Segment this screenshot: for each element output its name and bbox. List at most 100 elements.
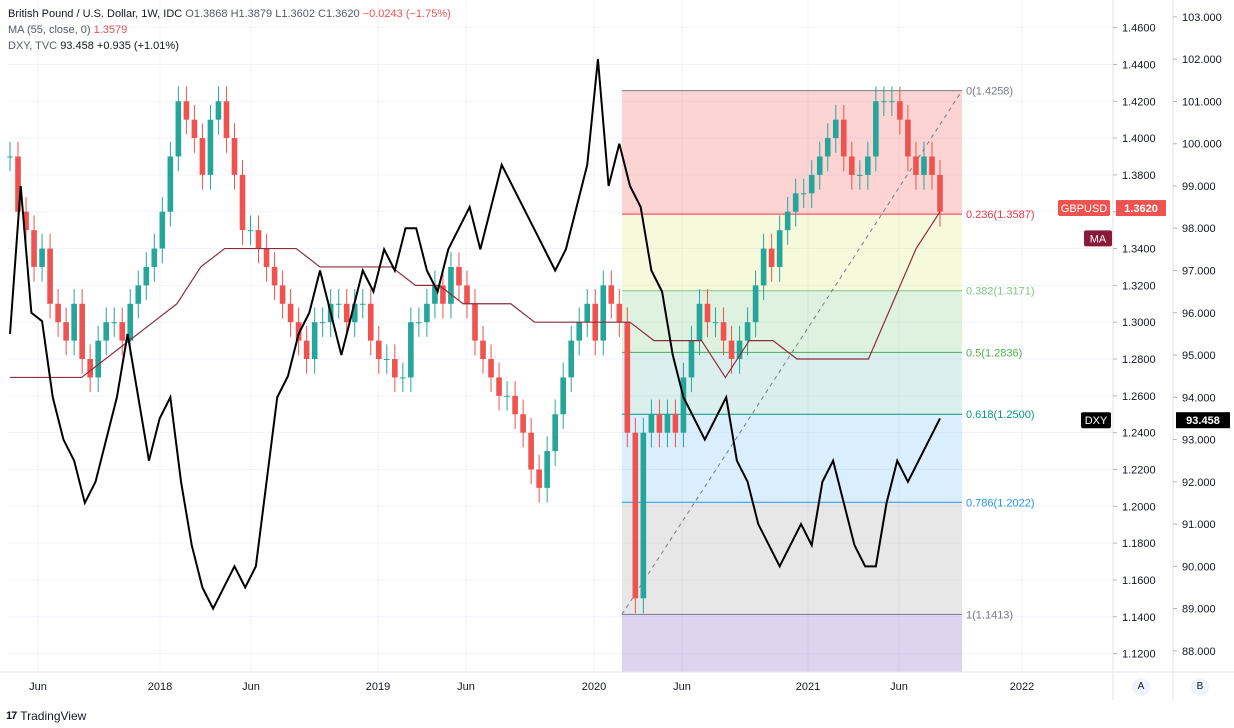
fib-level-label: 1(1.1413) <box>966 609 1013 621</box>
x-tick-label: Jun <box>890 681 908 693</box>
gbpusd-candle <box>640 432 647 599</box>
gbpusd-candle <box>832 119 839 139</box>
gbpusd-candle <box>616 303 623 323</box>
fib-level-label: 0.786(1.2022) <box>966 497 1035 509</box>
gbpusd-candle <box>528 432 534 470</box>
y-right-tick-label: 89.000 <box>1182 604 1216 616</box>
gbpusd-candle <box>632 432 639 599</box>
gbpusd-candle <box>392 359 398 378</box>
gbpusd-candle <box>215 101 222 120</box>
gbpusd-candle <box>456 266 462 286</box>
footer-brand[interactable]: 17 TradingView <box>6 709 86 723</box>
gbpusd-candle <box>303 340 310 360</box>
y-right-tick-label: 88.000 <box>1182 646 1216 658</box>
y-right-tick-label: 96.000 <box>1182 308 1216 320</box>
gbpusd-candle <box>937 174 943 212</box>
y-left-tick-label: 1.3800 <box>1122 170 1156 182</box>
gbpusd-candle <box>223 101 230 139</box>
gbpusd-candle <box>311 322 318 360</box>
gbpusd-candle <box>496 377 502 396</box>
gbpusd-candle <box>576 322 583 341</box>
gbpusd-candle <box>624 322 631 433</box>
gbpusd-candle <box>416 322 422 324</box>
ohlc-high: H1.3879 <box>230 8 273 20</box>
gbpusd-candle <box>271 266 278 286</box>
scale-auto-button[interactable]: A <box>1132 678 1150 696</box>
gbpusd-candle <box>881 101 887 103</box>
y-right-tick-label: 97.000 <box>1182 265 1216 277</box>
gbpusd-candle <box>792 193 799 212</box>
scale-log-button[interactable]: B <box>1191 678 1209 696</box>
y-right-tick-label: 98.000 <box>1182 223 1216 235</box>
ohlc-close: C1.3620 <box>318 8 360 20</box>
y-right-tick-label: 94.000 <box>1182 392 1216 404</box>
gbpusd-candle <box>600 285 607 341</box>
gbpusd-candle <box>31 230 37 267</box>
x-tick-label: Jun <box>242 681 260 693</box>
fib-zone <box>622 414 962 503</box>
gbpusd-candle <box>127 303 134 341</box>
gbpusd-candle <box>199 138 206 175</box>
y-right-tick-label: 101.000 <box>1182 96 1222 108</box>
gbpusd-candle <box>424 303 430 323</box>
gbpusd-candle <box>23 211 29 231</box>
y-left-tick-label: 1.4000 <box>1122 133 1156 145</box>
gbpusd-candle <box>760 248 767 286</box>
gbpusd-candle <box>736 340 743 360</box>
fib-trend-line <box>621 90 963 615</box>
gbpusd-candle <box>704 303 711 323</box>
gbpusd-candle <box>39 248 45 267</box>
y-left-tick-label: 1.1400 <box>1122 612 1156 624</box>
gbpusd-candle <box>55 303 61 323</box>
gbpusd-candle <box>191 119 198 139</box>
gbpusd-candle <box>279 285 286 304</box>
gbpusd-candle <box>897 101 903 120</box>
dxy-label[interactable]: DXY, TVC <box>8 40 58 52</box>
dxy-change: +0.935 (+1.01%) <box>96 40 179 52</box>
gbpusd-candle <box>808 174 815 194</box>
gbpusd-candle <box>295 322 302 341</box>
gbpusd-candle <box>664 414 671 433</box>
gbpusd-candle <box>159 211 166 249</box>
ma-label-badge <box>1084 230 1112 247</box>
y-left-tick-label: 1.2400 <box>1122 428 1156 440</box>
y-right-tick-label: 90.000 <box>1182 561 1216 573</box>
fib-level-label: 0.236(1.3587) <box>966 209 1035 221</box>
y-left-tick-label: 1.1200 <box>1122 649 1156 661</box>
gbpusd-candle <box>696 303 703 341</box>
y-right-tick-label: 93.000 <box>1182 435 1216 447</box>
y-right-tick-label: 102.000 <box>1182 54 1222 66</box>
gbpusd-candle <box>849 156 855 175</box>
fib-zone-extension <box>622 614 962 672</box>
gbpusd-candle <box>512 395 518 415</box>
gbpusd-candle <box>921 156 927 175</box>
dxy-price-text: 93.458 <box>1186 415 1220 427</box>
gbpusd-candle <box>263 248 270 267</box>
y-right-tick-label: 91.000 <box>1182 519 1216 531</box>
gbpusd-candle <box>432 285 438 304</box>
ma-label[interactable]: MA (55, close, 0) <box>8 24 91 36</box>
gbpusd-candle <box>400 377 406 379</box>
gbpusd-candle <box>135 285 142 304</box>
gbpusd-price-text: 1.3620 <box>1124 203 1158 215</box>
gbpusd-candle <box>319 322 326 324</box>
ohlc-low: L1.3602 <box>275 8 315 20</box>
gbpusd-candle <box>560 377 566 415</box>
gbpusd-candle <box>47 248 53 304</box>
gbpusd-candle <box>175 101 182 157</box>
x-tick-label: 2022 <box>1010 681 1034 693</box>
gbpusd-candle <box>728 340 735 360</box>
legend-ma-row: MA (55, close, 0) 1.3579 <box>8 22 451 38</box>
y-left-tick-label: 1.4200 <box>1122 96 1156 108</box>
symbol-name[interactable]: British Pound / U.S. Dollar, 1W, IDC <box>8 8 183 20</box>
gbpusd-candle <box>720 322 727 341</box>
gbpusd-candle <box>536 469 542 488</box>
ohlc-open: O1.3868 <box>185 8 228 20</box>
gbpusd-candle <box>247 230 254 232</box>
gbpusd-candle <box>816 156 823 175</box>
y-right-tick-label: 99.000 <box>1182 181 1216 193</box>
gbpusd-candle <box>905 119 911 157</box>
gbpusd-candle <box>873 101 879 157</box>
dxy-value: 93.458 <box>60 40 94 52</box>
